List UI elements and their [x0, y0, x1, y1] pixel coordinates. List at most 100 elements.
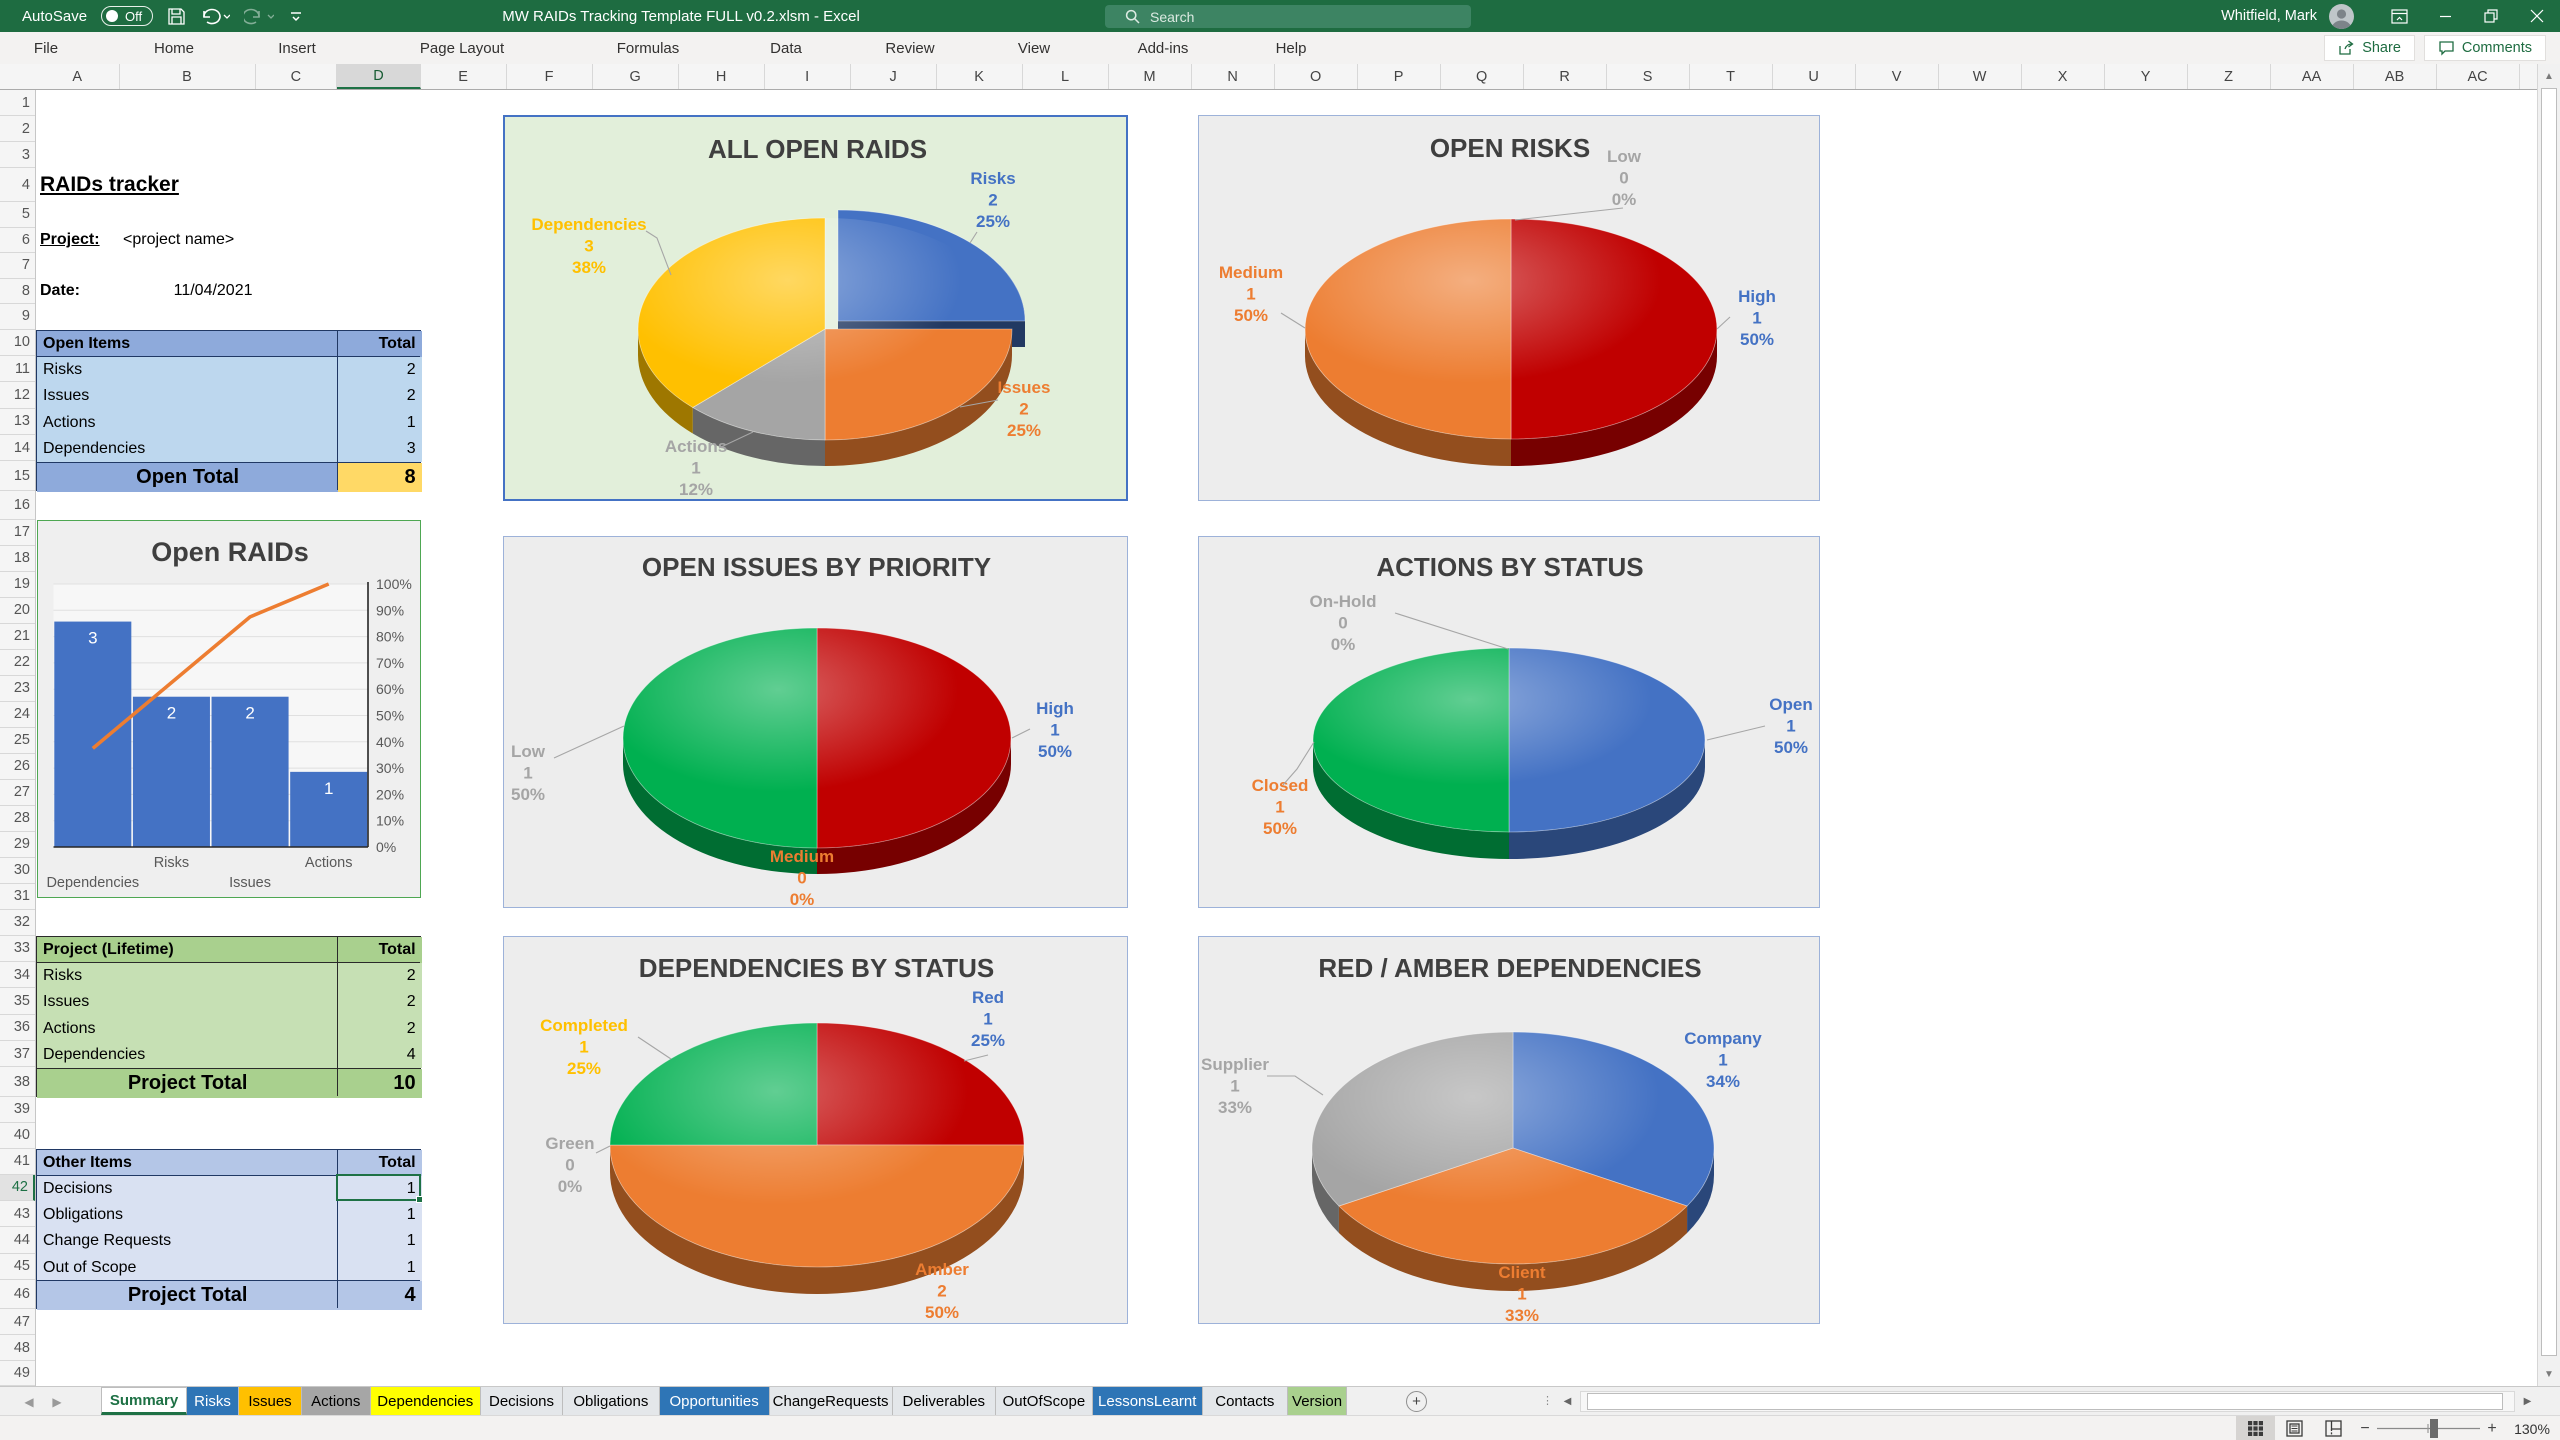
- sheet-tab-decisions[interactable]: Decisions: [481, 1387, 563, 1415]
- column-header-V[interactable]: V: [1856, 64, 1939, 89]
- chart-red-amber-dependencies[interactable]: RED / AMBER DEPENDENCIES Company 1 34% Clien…: [1198, 936, 1820, 1325]
- sheet-tab-obligations[interactable]: Obligations: [563, 1387, 660, 1415]
- column-header-S[interactable]: S: [1607, 64, 1690, 89]
- row-header-3[interactable]: 3: [0, 142, 35, 168]
- project-lifetime-row-label[interactable]: Risks: [37, 962, 339, 990]
- zoom-level[interactable]: 130%: [2514, 1420, 2550, 1437]
- row-header-19[interactable]: 19: [0, 572, 35, 598]
- user-avatar[interactable]: [2329, 3, 2354, 29]
- row-header-26[interactable]: 26: [0, 754, 35, 780]
- normal-view-button[interactable]: [2236, 1416, 2275, 1440]
- open-items-row-label[interactable]: Issues: [37, 383, 339, 410]
- column-header-D[interactable]: D: [337, 64, 421, 89]
- column-header-B[interactable]: B: [120, 64, 256, 89]
- project-lifetime-footer-label[interactable]: Project Total: [37, 1068, 339, 1098]
- row-header-16[interactable]: 16: [0, 491, 35, 520]
- column-header-G[interactable]: G: [593, 64, 679, 89]
- hscroll-right-icon[interactable]: ▶: [2518, 1392, 2537, 1411]
- redo-icon[interactable]: [244, 7, 275, 26]
- row-header-27[interactable]: 27: [0, 780, 35, 806]
- other-items-row-label[interactable]: Obligations: [37, 1201, 339, 1229]
- row-header-22[interactable]: 22: [0, 650, 35, 676]
- pareto-bar-risks[interactable]: [132, 696, 210, 847]
- ribbon-tab-review[interactable]: Review: [885, 39, 935, 57]
- search-input[interactable]: Search: [1105, 5, 1471, 28]
- other-items-row-value[interactable]: 1: [338, 1228, 422, 1255]
- ribbon-tab-insert[interactable]: Insert: [278, 39, 316, 57]
- row-header-4[interactable]: 4: [0, 168, 35, 202]
- row-header-14[interactable]: 14: [0, 435, 35, 462]
- open-items-header[interactable]: Open Items: [37, 330, 339, 357]
- sheet-tab-issues[interactable]: Issues: [239, 1387, 302, 1415]
- row-header-31[interactable]: 31: [0, 884, 35, 910]
- chart-all-open-raids[interactable]: ALL OPEN RAIDS Risks 2 25% Issues 2 25% Actions…: [503, 115, 1128, 501]
- row-header-45[interactable]: 45: [0, 1254, 35, 1281]
- chart-open-issues-by-priority[interactable]: OPEN ISSUES BY PRIORITY High 1 50% Medium 0 0%…: [503, 536, 1128, 909]
- ribbon-tab-help[interactable]: Help: [1275, 39, 1307, 57]
- ribbon-display-icon[interactable]: [2376, 0, 2422, 32]
- quick-access-icon[interactable]: [288, 8, 304, 24]
- vertical-scrollbar[interactable]: ▲ ▼: [2537, 64, 2560, 1386]
- column-header-F[interactable]: F: [507, 64, 593, 89]
- user-name[interactable]: Whitfield, Mark: [2221, 8, 2317, 24]
- row-header-37[interactable]: 37: [0, 1041, 35, 1068]
- project-lifetime-row-label[interactable]: Issues: [37, 989, 339, 1016]
- chart-dependencies-by-status[interactable]: DEPENDENCIES BY STATUS Red 1 25% Amber 2 50% Gr…: [503, 936, 1128, 1324]
- vertical-scrollbar-thumb[interactable]: [2541, 88, 2557, 1356]
- row-header-30[interactable]: 30: [0, 858, 35, 884]
- row-header-8[interactable]: 8: [0, 279, 35, 304]
- other-items-row-label[interactable]: Out of Scope: [37, 1254, 339, 1282]
- hscroll-left-icon[interactable]: ◀: [1558, 1392, 1577, 1411]
- minimize-icon[interactable]: [2422, 0, 2468, 32]
- row-header-15[interactable]: 15: [0, 462, 35, 491]
- row-header-32[interactable]: 32: [0, 910, 35, 936]
- row-header-34[interactable]: 34: [0, 962, 35, 989]
- column-header-L[interactable]: L: [1023, 64, 1109, 89]
- row-header-9[interactable]: 9: [0, 304, 35, 330]
- sheet-tab-outofscope[interactable]: OutOfScope: [996, 1387, 1093, 1415]
- column-header-K[interactable]: K: [937, 64, 1023, 89]
- column-header-W[interactable]: W: [1939, 64, 2022, 89]
- column-header-H[interactable]: H: [679, 64, 765, 89]
- open-items-row-value[interactable]: 2: [338, 356, 422, 384]
- active-cell-selection[interactable]: [336, 1173, 423, 1203]
- row-header-24[interactable]: 24: [0, 702, 35, 728]
- column-header-A[interactable]: A: [36, 64, 120, 89]
- row-header-48[interactable]: 48: [0, 1335, 35, 1362]
- column-header-C[interactable]: C: [256, 64, 338, 89]
- sheet-tab-dependencies[interactable]: Dependencies: [370, 1387, 481, 1415]
- chart-open-raids-pareto[interactable]: Open RAIDs 3 2 2 1 0% 10% 20% 30% 40% 50% 60% 70% 80%…: [36, 519, 421, 898]
- pareto-bar-dependencies[interactable]: [53, 621, 131, 847]
- row-header-29[interactable]: 29: [0, 832, 35, 858]
- zoom-slider[interactable]: [2377, 1416, 2480, 1440]
- project-lifetime-row-value[interactable]: 2: [338, 1015, 422, 1043]
- row-header-35[interactable]: 35: [0, 988, 35, 1015]
- row-header-44[interactable]: 44: [0, 1227, 35, 1254]
- other-items-row-value[interactable]: 1: [338, 1175, 422, 1202]
- chart-open-risks[interactable]: OPEN RISKS High 1 50% Medium 1 50% Low 0 0%: [1198, 115, 1820, 501]
- open-items-row-label[interactable]: Dependencies: [37, 436, 339, 463]
- pie-slice-completed[interactable]: [609, 1022, 818, 1146]
- scroll-up-icon[interactable]: ▲: [2544, 70, 2554, 82]
- sheet-tab-contacts[interactable]: Contacts: [1202, 1387, 1288, 1415]
- ribbon-tab-add-ins[interactable]: Add-ins: [1137, 39, 1189, 57]
- sheet-tab-risks[interactable]: Risks: [187, 1387, 239, 1415]
- other-items-total-header[interactable]: Total: [338, 1149, 422, 1176]
- row-header-33[interactable]: 33: [0, 936, 35, 962]
- ribbon-tab-view[interactable]: View: [1017, 39, 1051, 57]
- ribbon-tab-file[interactable]: File: [33, 39, 59, 57]
- restore-icon[interactable]: [2468, 0, 2514, 32]
- column-header-U[interactable]: U: [1773, 64, 1856, 89]
- sheet-tab-changerequests[interactable]: ChangeRequests: [769, 1387, 893, 1415]
- row-header-28[interactable]: 28: [0, 806, 35, 832]
- autosave-toggle[interactable]: Off: [101, 6, 154, 26]
- row-header-25[interactable]: 25: [0, 728, 35, 754]
- row-header-39[interactable]: 39: [0, 1097, 35, 1123]
- other-items-footer-total[interactable]: 4: [338, 1281, 422, 1311]
- save-icon[interactable]: [167, 7, 186, 26]
- project-lifetime-row-value[interactable]: 2: [338, 962, 422, 990]
- row-header-5[interactable]: 5: [0, 202, 35, 228]
- row-header-10[interactable]: 10: [0, 330, 35, 356]
- undo-icon[interactable]: [200, 7, 231, 26]
- column-header-Z[interactable]: Z: [2188, 64, 2271, 89]
